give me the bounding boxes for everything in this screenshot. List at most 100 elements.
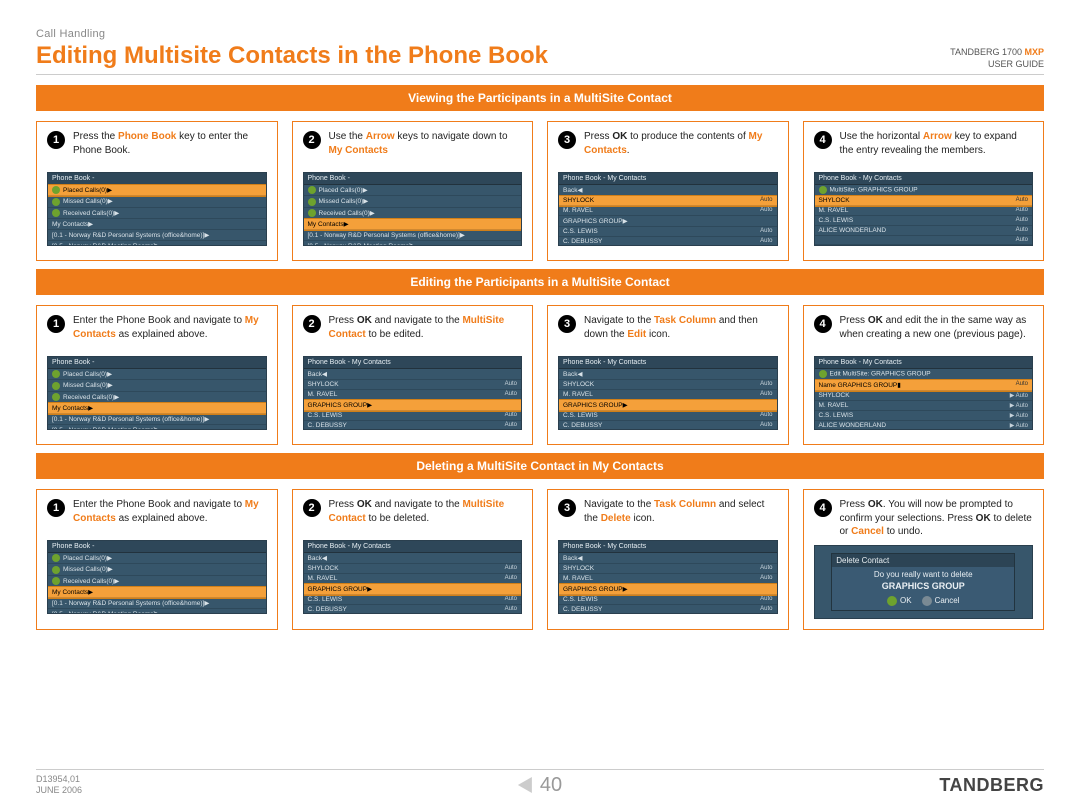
screenshot-row: M. RAVELAuto (304, 390, 522, 400)
screenshot-row: Auto (815, 245, 1033, 246)
screenshot-row: M. RAVELAuto (304, 574, 522, 584)
product-id: TANDBERG 1700 MXPUSER GUIDE (950, 46, 1044, 70)
screenshot-row: Back◀ (559, 185, 777, 196)
screenshot-row: My Contacts▶ (48, 587, 266, 598)
dialog-target-name: GRAPHICS GROUP (836, 581, 1010, 591)
instruction-card: 1 Enter the Phone Book and navigate to My… (36, 305, 278, 445)
ui-screenshot: Phone Book - My ContactsBack◀SHYLOCKAuto… (303, 540, 523, 614)
screenshot-row: C. DEBUSSYAuto (559, 237, 777, 246)
card-row: 1Enter the Phone Book and navigate to My… (36, 489, 1044, 630)
row-status-icon (308, 209, 316, 217)
dialog-header: Delete Contact (832, 554, 1014, 567)
screenshot-row: Placed Calls(0)▶ (304, 185, 522, 196)
screenshot-row: Edit MultiSite: GRAPHICS GROUP (815, 369, 1033, 380)
step-text: Enter the Phone Book and navigate to My … (73, 314, 267, 341)
page-number-block: 40 (518, 774, 562, 797)
ui-screenshot: Phone Book - My ContactsBack◀SHYLOCKAuto… (303, 356, 523, 430)
screenshot-row: Name GRAPHICS GROUP▮Auto (815, 380, 1033, 391)
section-heading: Viewing the Participants in a MultiSite … (36, 85, 1044, 111)
screenshot-row: Back◀ (304, 553, 522, 564)
screenshot-row: [0.5 - Norway R&D Meeting Rooms]▶ (48, 241, 266, 246)
screenshot-title: Phone Book - My Contacts (815, 357, 1033, 369)
screenshot-row: M. RAVELAuto (559, 206, 777, 216)
dialog-ok-button[interactable]: OK (887, 596, 912, 606)
screenshot-title: Phone Book - My Contacts (559, 541, 777, 553)
dialog-cancel-button[interactable]: Cancel (922, 596, 960, 606)
dialog-text: Do you really want to delete (836, 570, 1010, 579)
screenshot-row: C.S. LEWISAuto (304, 411, 522, 421)
screenshot-row: Missed Calls(0)▶ (304, 196, 522, 207)
row-status-icon (52, 566, 60, 574)
screenshot-title: Phone Book - (304, 173, 522, 185)
screenshot-row: SHYLOCKAuto (815, 196, 1033, 206)
screenshot-title: Phone Book - (48, 541, 266, 553)
screenshot-row: Placed Calls(0)▶ (48, 369, 266, 380)
screenshot-title: Phone Book - My Contacts (304, 541, 522, 553)
screenshot-row: C. DEBUSSYAuto (559, 421, 777, 430)
screenshot-row: Received Calls(0)▶ (48, 208, 266, 219)
instruction-card: 2Press OK and navigate to the MultiSite … (292, 305, 534, 445)
screenshot-row: C.S. LEWIS▶ Auto (815, 411, 1033, 421)
screenshot-row: [0.1 - Norway R&D Personal Systems (offi… (48, 414, 266, 425)
step-number-badge: 2 (303, 131, 321, 149)
screenshot-row: [0.5 - Norway R&D Meeting Rooms]▶ (48, 609, 266, 614)
row-status-icon (819, 186, 827, 194)
step-text: Press OK to produce the contents of My C… (584, 130, 778, 157)
screenshot-row: [0.1 - Norway R&D Personal Systems (offi… (304, 230, 522, 241)
instruction-card: 4Press OK. You will now be prompted to c… (803, 489, 1045, 630)
screenshot-row: C.S. LEWISAuto (815, 216, 1033, 226)
step-text: Navigate to the Task Column and select t… (584, 498, 778, 525)
ui-screenshot: Phone Book -Placed Calls(0)▶Missed Calls… (303, 172, 523, 246)
screenshot-title: Phone Book - My Contacts (559, 173, 777, 185)
step-number-badge: 1 (47, 315, 65, 333)
screenshot-title: Phone Book - My Contacts (304, 357, 522, 369)
screenshot-row: SHYLOCKAuto (304, 564, 522, 574)
instruction-card: 1Enter the Phone Book and navigate to My… (36, 489, 278, 630)
screenshot-row: [0.1 - Norway R&D Personal Systems (offi… (48, 230, 266, 241)
instruction-card: 4Use the horizontal Arrow key to expand … (803, 121, 1045, 261)
page-number: 40 (540, 774, 562, 797)
step-number-badge: 3 (558, 315, 576, 333)
breadcrumb: Call Handling (36, 28, 1044, 40)
screenshot-row: C.S. LEWISAuto (559, 595, 777, 605)
row-status-icon (52, 209, 60, 217)
row-status-icon (52, 382, 60, 390)
screenshot-row: [0.5 - Norway R&D Meeting Rooms]▶ (48, 425, 266, 430)
instruction-card: 4Press OK and edit the in the same way a… (803, 305, 1045, 445)
screenshot-row: My Contacts▶ (48, 219, 266, 230)
brand-logo: TANDBERG (939, 775, 1044, 796)
step-text: Press OK and navigate to the MultiSite C… (329, 314, 523, 341)
step-text: Navigate to the Task Column and then dow… (584, 314, 778, 341)
screenshot-row: C.S. LEWISAuto (304, 595, 522, 605)
screenshot-row: M. RAVELAuto (559, 390, 777, 400)
screenshot-row: Back◀ (559, 369, 777, 380)
screenshot-row: M. RAVELAuto (559, 574, 777, 584)
step-number-badge: 2 (303, 499, 321, 517)
instruction-card: 2Use the Arrow keys to navigate down to … (292, 121, 534, 261)
row-status-icon (52, 186, 60, 194)
screenshot-row: M. RAVELAuto (815, 206, 1033, 216)
screenshot-row: Received Calls(0)▶ (48, 392, 266, 403)
step-number-badge: 4 (814, 131, 832, 149)
screenshot-row: Received Calls(0)▶ (304, 208, 522, 219)
screenshot-row: GRAPHICS GROUP▶ (304, 400, 522, 411)
screenshot-row: My Contacts▶ (48, 403, 266, 414)
screenshot-row: C.S. LEWISAuto (559, 227, 777, 237)
step-text: Press OK. You will now be prompted to co… (840, 498, 1034, 539)
step-text: Press OK and navigate to the MultiSite C… (329, 498, 523, 525)
cancel-icon (922, 596, 932, 606)
screenshot-row: Missed Calls(0)▶ (48, 380, 266, 391)
section-heading: Deleting a MultiSite Contact in My Conta… (36, 453, 1044, 479)
instruction-card: 3Navigate to the Task Column and select … (547, 489, 789, 630)
ui-screenshot: Delete Contact Do you really want to dele… (814, 545, 1034, 619)
step-number-badge: 1 (47, 499, 65, 517)
screenshot-row: Placed Calls(0)▶ (48, 185, 266, 196)
screenshot-row: C.S. LEWISAuto (559, 411, 777, 421)
row-status-icon (52, 370, 60, 378)
instruction-card: 1Press the Phone Book key to enter the P… (36, 121, 278, 261)
prev-page-icon[interactable] (518, 777, 532, 793)
screenshot-row: [0.1 - Norway R&D Personal Systems (offi… (48, 598, 266, 609)
screenshot-title: Phone Book - My Contacts (559, 357, 777, 369)
ui-screenshot: Phone Book - My ContactsBack◀SHYLOCKAuto… (558, 540, 778, 614)
row-status-icon (52, 554, 60, 562)
